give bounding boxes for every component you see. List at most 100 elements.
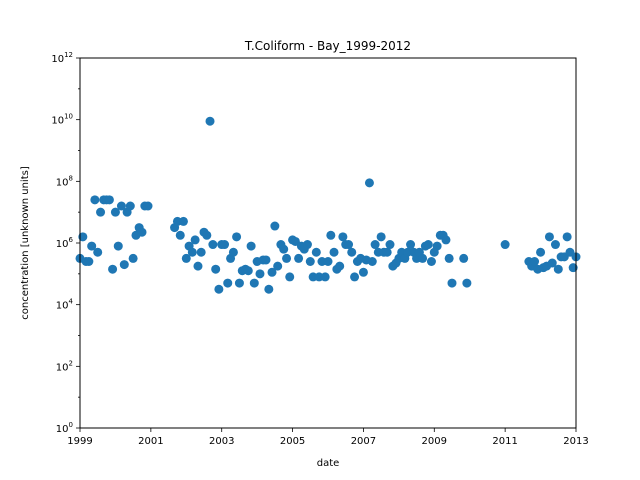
x-tick-label: 2001: [138, 436, 163, 447]
data-point: [323, 257, 333, 266]
data-point: [110, 207, 120, 217]
x-tick-label: 2003: [209, 436, 234, 447]
data-point: [459, 253, 469, 263]
data-point: [447, 278, 457, 288]
data-point: [255, 269, 265, 279]
data-point: [116, 201, 126, 211]
data-point: [208, 240, 218, 250]
data-point: [202, 230, 212, 240]
y-axis-label: concentration [unknown units]: [20, 166, 31, 320]
data-point: [196, 247, 206, 257]
data-point: [305, 257, 315, 266]
data-points: [75, 116, 581, 294]
data-point: [190, 235, 200, 245]
data-point: [444, 253, 454, 263]
data-point: [93, 247, 103, 257]
data-point: [385, 240, 395, 250]
data-point: [406, 240, 416, 250]
x-axis-label: date: [317, 458, 340, 469]
y-tick-label: 102: [56, 359, 73, 373]
x-tick-label: 2011: [492, 436, 517, 447]
data-point: [87, 241, 97, 251]
data-point: [326, 230, 336, 240]
data-point: [125, 201, 135, 211]
x-tick-label: 2007: [351, 436, 376, 447]
data-point: [320, 272, 330, 282]
data-point: [536, 247, 546, 257]
data-point: [211, 264, 221, 274]
data-point: [418, 253, 428, 263]
data-point: [267, 267, 277, 277]
data-point: [205, 116, 215, 126]
data-point: [311, 247, 321, 257]
data-point: [350, 272, 360, 282]
data-point: [187, 247, 197, 257]
x-tick-label: 2013: [563, 436, 588, 447]
data-point: [193, 261, 203, 271]
data-point: [432, 241, 442, 251]
data-point: [143, 201, 153, 211]
data-point: [279, 244, 289, 254]
data-point: [84, 257, 94, 266]
data-point: [282, 253, 292, 263]
data-point: [178, 216, 188, 226]
data-point: [335, 261, 345, 271]
data-point: [261, 255, 271, 265]
data-point: [119, 260, 129, 270]
data-point: [358, 267, 368, 277]
data-point: [530, 257, 540, 266]
data-point: [113, 241, 123, 251]
y-tick-label: 1010: [51, 113, 73, 127]
data-point: [214, 284, 224, 294]
y-tick-label: 1012: [51, 51, 73, 65]
chart-title: T.Coliform - Bay_1999-2012: [244, 39, 411, 53]
data-point: [364, 178, 374, 188]
data-point: [273, 261, 283, 271]
data-point: [220, 240, 230, 250]
data-point: [344, 240, 354, 250]
data-point: [500, 240, 510, 250]
data-point: [104, 195, 114, 205]
data-point: [137, 227, 147, 237]
data-point: [294, 253, 304, 263]
data-point: [108, 264, 118, 274]
data-point: [376, 232, 386, 242]
data-point: [329, 247, 339, 257]
data-point: [347, 247, 357, 257]
data-point: [302, 240, 312, 250]
data-point: [232, 232, 242, 242]
data-point: [249, 278, 259, 288]
y-axis: 100 102 104 106 108 1010 1012: [51, 51, 80, 435]
data-point: [562, 232, 572, 242]
data-point: [90, 195, 100, 205]
data-point: [270, 221, 280, 231]
data-point: [246, 241, 256, 251]
data-point: [96, 207, 106, 217]
x-axis: 1999 2001 2003 2005 2007 2009 2011 2013: [67, 428, 589, 447]
data-point: [382, 247, 392, 257]
data-point: [78, 232, 88, 242]
data-point: [367, 257, 377, 266]
data-point: [423, 240, 433, 250]
data-point: [223, 278, 233, 288]
data-point: [128, 253, 138, 263]
data-point: [234, 278, 244, 288]
data-point: [243, 266, 253, 276]
data-point: [553, 264, 563, 274]
x-tick-label: 2005: [280, 436, 305, 447]
x-tick-label: 1999: [67, 436, 92, 447]
data-point: [441, 235, 451, 245]
data-point: [338, 232, 348, 242]
data-point: [285, 272, 295, 282]
data-point: [264, 284, 274, 294]
y-tick-label: 108: [56, 174, 73, 188]
data-point: [544, 232, 554, 242]
data-point: [370, 240, 380, 250]
data-point: [228, 247, 238, 257]
data-point: [462, 278, 472, 288]
y-tick-label: 106: [56, 236, 74, 250]
data-point: [550, 240, 560, 250]
y-tick-label: 100: [56, 421, 73, 435]
x-tick-label: 2009: [422, 436, 447, 447]
